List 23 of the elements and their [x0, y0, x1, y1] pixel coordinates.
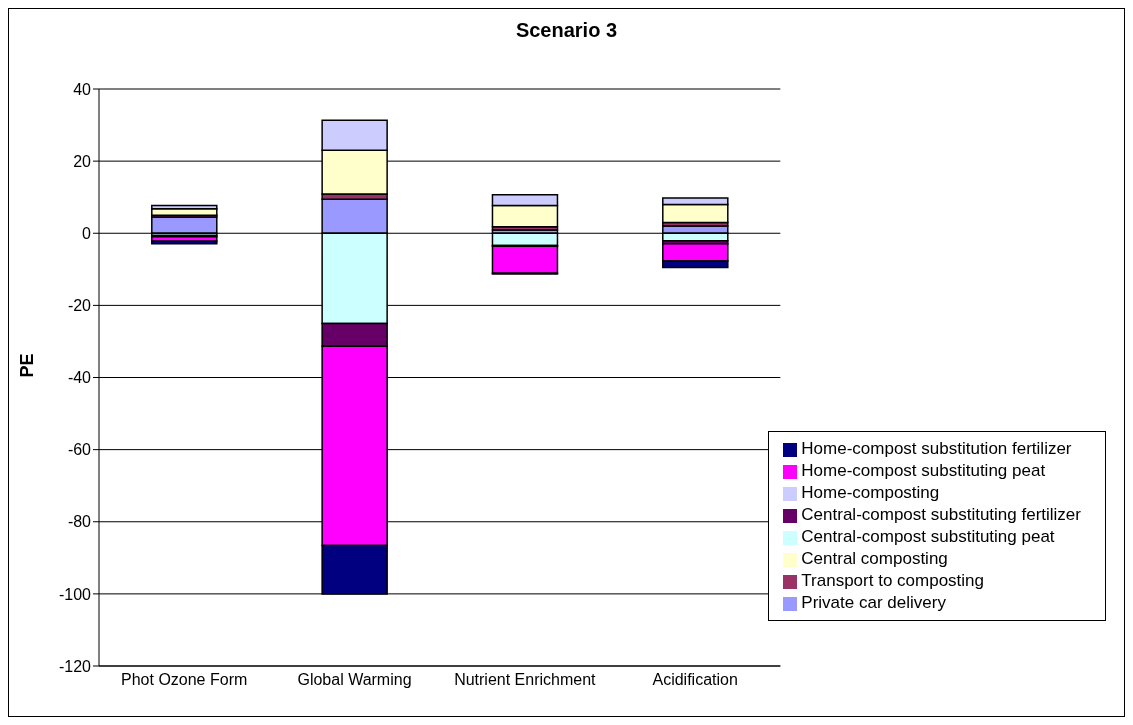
- y-tick-label: -80: [67, 513, 92, 531]
- y-axis-title: PE: [17, 353, 38, 378]
- legend-label: Central composting: [801, 549, 948, 568]
- x-tick-label: Nutrient Enrichment: [454, 671, 597, 689]
- x-tick-label: Phot Ozone Form: [121, 671, 248, 689]
- legend-label: Transport to composting: [801, 571, 985, 590]
- y-tick-label: -20: [67, 297, 92, 315]
- y-tick-label: -60: [67, 441, 92, 459]
- y-tick-label: 20: [73, 152, 92, 170]
- y-tick-label: -100: [58, 585, 92, 603]
- x-tick-label: Acidification: [652, 671, 738, 689]
- legend-label: Home-compost substitution fertilizer: [801, 439, 1072, 458]
- y-tick-label: 0: [82, 224, 92, 242]
- y-tick-label: 40: [73, 80, 92, 98]
- y-tick-label: -120: [58, 657, 92, 675]
- legend-label: Private car delivery: [801, 593, 946, 612]
- legend-label: Home-composting: [801, 483, 940, 502]
- chart-title: Scenario 3: [514, 19, 619, 42]
- x-tick-label: Global Warming: [297, 671, 412, 689]
- y-tick-label: -40: [67, 369, 92, 387]
- legend-label: Central-compost substituting fertilizer: [801, 505, 1081, 524]
- legend-label: Central-compost substituting peat: [801, 527, 1055, 546]
- legend-label: Home-compost substituting peat: [801, 461, 1046, 480]
